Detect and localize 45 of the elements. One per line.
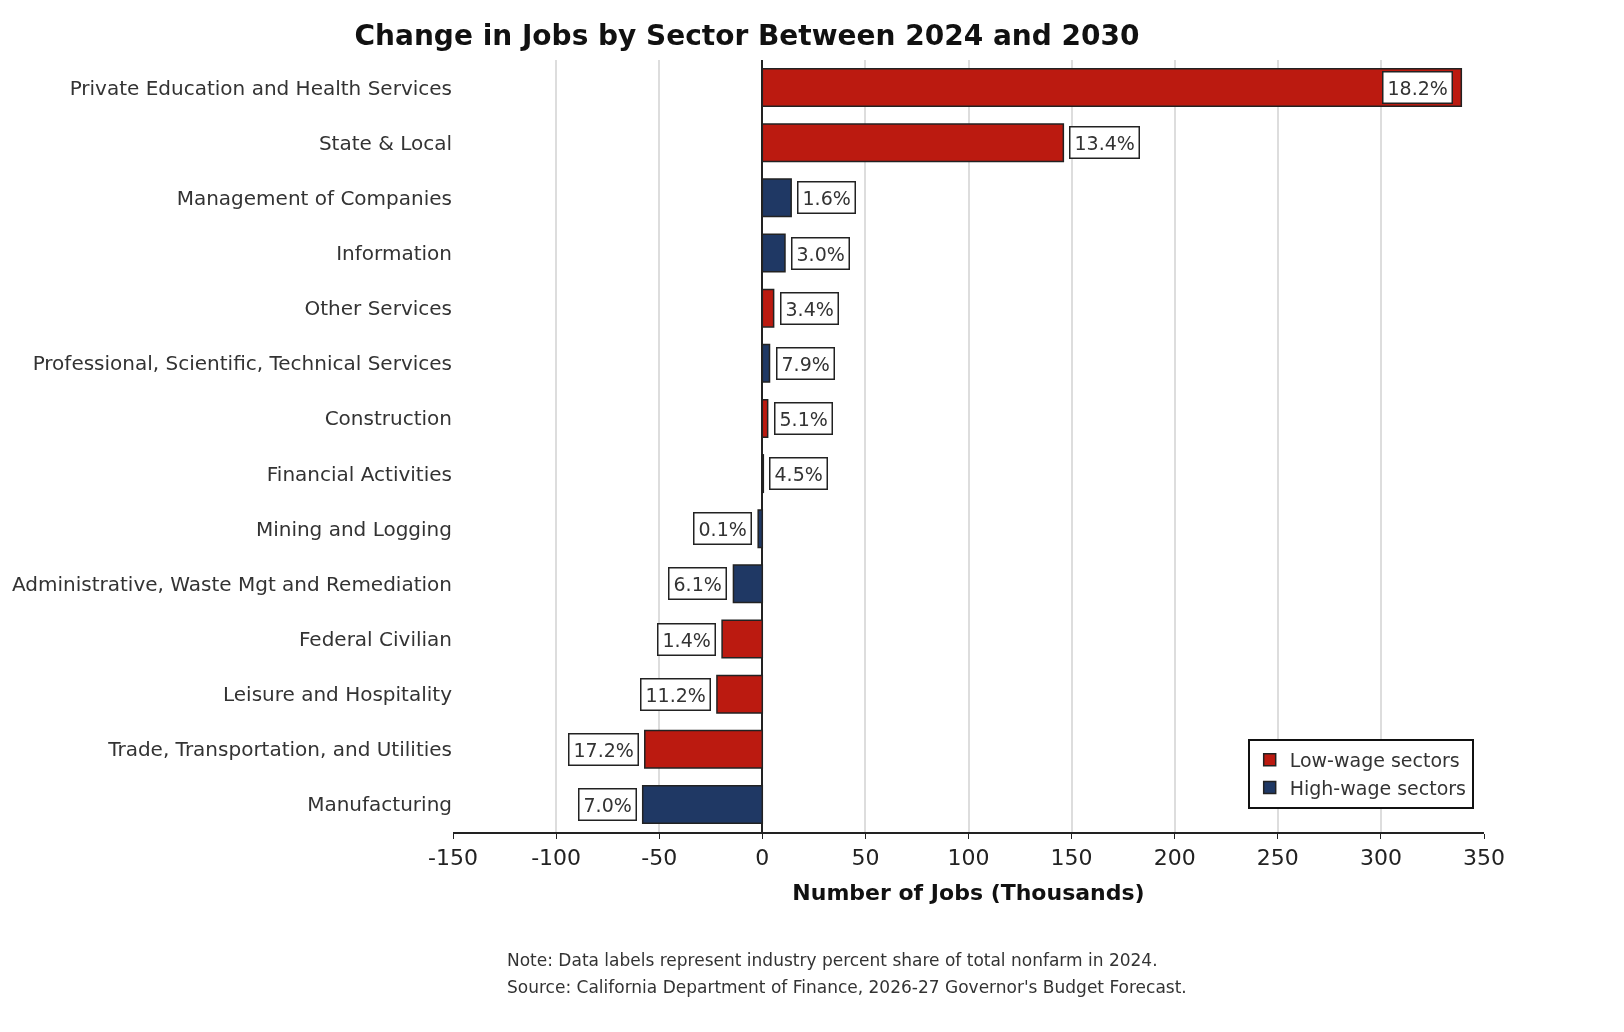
annotation: 0.1% — [698, 517, 747, 540]
y-tick-label: Private Education and Health Services — [69, 75, 452, 100]
annotation: 5.1% — [779, 407, 828, 430]
y-tick-label: Management of Companies — [176, 185, 452, 210]
y-tick-label: Trade, Transportation, and Utilities — [107, 737, 452, 762]
x-tick-label: 50 — [851, 845, 880, 871]
y-tick-label: Financial Activities — [266, 461, 452, 486]
annotation: 7.0% — [583, 793, 632, 816]
y-tick-label: Other Services — [304, 296, 452, 321]
x-tick-label: 0 — [755, 845, 770, 871]
x-axis-title: Number of Jobs (Thousands) — [792, 879, 1145, 905]
x-tick-label: -150 — [428, 845, 478, 871]
chart-title: Change in Jobs by Sector Between 2024 and 2030 — [354, 19, 1140, 53]
x-tick-label: 100 — [947, 845, 990, 871]
x-tick-label: 250 — [1256, 845, 1299, 871]
x-tick-label: 350 — [1463, 845, 1505, 871]
legend-label: High-wage sectors — [1289, 776, 1467, 799]
x-tick-label: 300 — [1359, 845, 1402, 871]
y-tick-label: Administrative, Waste Mgt and Remediation — [11, 571, 452, 596]
annotation: 11.2% — [645, 683, 706, 706]
y-tick-label: Information — [336, 241, 452, 265]
y-tick-label: Manufacturing — [307, 792, 452, 817]
annotation: 3.0% — [796, 242, 845, 265]
y-tick-label: Construction — [324, 406, 452, 431]
source-note: Source: California Department of Finance, 2026-27 Governor's Budget Forecast. — [507, 977, 1187, 997]
annotation: 13.4% — [1074, 131, 1135, 154]
annotation: 1.4% — [662, 628, 711, 651]
y-tick-label: Leisure and Hospitality — [222, 682, 453, 707]
annotation: 4.5% — [774, 462, 823, 485]
legend-label: Low-wage sectors — [1289, 749, 1460, 772]
x-tick-label: -50 — [641, 845, 678, 871]
y-tick-label: Professional, Scientific, Technical Services — [32, 351, 452, 376]
annotation: 1.6% — [802, 186, 851, 209]
annotation: 7.9% — [781, 352, 830, 375]
x-tick-label: -100 — [531, 845, 582, 871]
x-tick-label: 150 — [1050, 845, 1093, 871]
annotation: 3.4% — [785, 297, 834, 320]
annotation: 17.2% — [573, 738, 634, 761]
x-tick-label: 200 — [1153, 845, 1196, 871]
text: Note: Data labels represent industry percent share of total nonfarm in 2024. — [507, 950, 1158, 970]
y-tick-label: Federal Civilian — [298, 627, 452, 651]
y-tick-label: State & Local — [318, 130, 452, 155]
annotation: 18.2% — [1387, 76, 1448, 99]
annotation: 6.1% — [673, 572, 722, 595]
y-tick-label: Mining and Logging — [255, 516, 452, 541]
